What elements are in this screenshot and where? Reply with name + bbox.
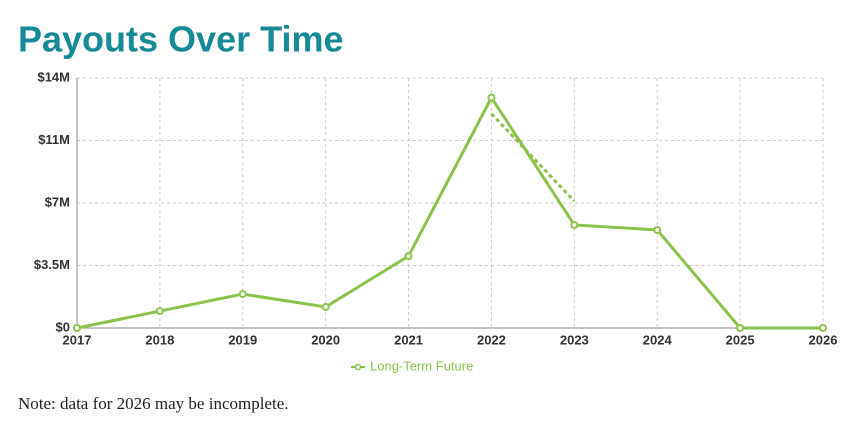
data-point [155,307,164,316]
y-tick-label: $14M [37,69,70,84]
projection-line [490,112,576,203]
x-tick-label: 2023 [560,332,589,347]
data-point [653,225,662,234]
data-point [321,302,330,311]
x-tick-label: 2024 [643,332,673,347]
x-tick-label: 2026 [809,332,838,347]
data-point [487,93,496,102]
y-tick-label: $3.5M [34,257,70,272]
series-line [76,94,823,330]
x-tick-label: 2022 [477,332,506,347]
data-point [73,324,81,332]
y-tick-label: $0 [56,319,70,334]
chart-title: Payouts Over Time [18,19,343,60]
x-tick-label: 2019 [228,332,257,347]
data-point [404,252,413,261]
x-tick-label: 2020 [311,332,340,347]
y-tick-label: $11M [38,132,70,147]
x-tick-label: 2025 [726,332,755,347]
legend-marker [354,363,362,371]
y-tick-label: $7M [45,194,70,209]
x-tick-label: 2017 [63,332,92,347]
legend-label: Long-Term Future [370,358,473,373]
x-tick-label: 2018 [145,332,174,347]
note: Note: data for 2026 may be incomplete. [18,394,289,413]
data-point [819,324,827,332]
data-point [736,324,745,332]
x-tick-label: 2021 [394,332,423,347]
data-point [238,290,247,299]
data-point [570,220,579,229]
